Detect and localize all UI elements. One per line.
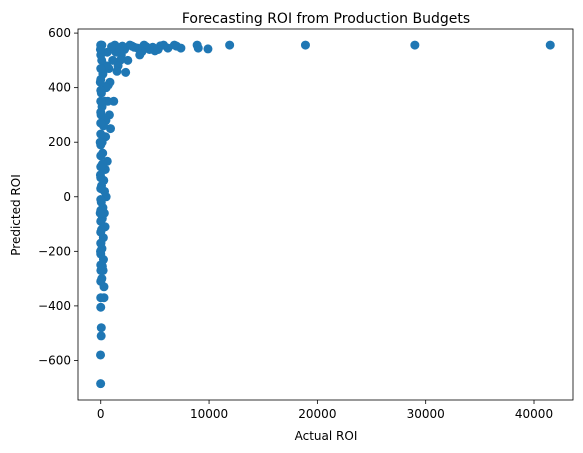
data-point: [96, 323, 106, 333]
data-point: [95, 208, 105, 218]
data-point: [96, 293, 106, 303]
x-tick-label: 0: [97, 407, 105, 421]
data-point: [96, 118, 106, 128]
y-tick-label: 600: [48, 26, 71, 40]
data-point: [96, 85, 106, 95]
data-point: [135, 50, 145, 60]
data-point: [95, 137, 105, 147]
data-point: [96, 331, 106, 341]
data-point: [96, 379, 106, 389]
data-point: [96, 129, 106, 139]
y-tick-label: 400: [48, 81, 71, 95]
data-point: [545, 40, 555, 50]
plot-frame: [77, 28, 574, 401]
data-point: [192, 40, 202, 50]
data-point: [96, 227, 106, 237]
data-point: [203, 44, 213, 54]
y-tick-label: −600: [38, 353, 71, 367]
y-tick-label: −400: [38, 299, 71, 313]
y-tick-label: 200: [48, 135, 71, 149]
x-axis-label: Actual ROI: [295, 429, 358, 443]
data-point: [96, 162, 106, 172]
data-point: [123, 55, 133, 65]
data-point: [225, 40, 235, 50]
chart-title: Forecasting ROI from Production Budgets: [182, 11, 470, 27]
data-point: [96, 194, 106, 204]
data-point: [96, 184, 106, 194]
x-tick-label: 30000: [407, 407, 445, 421]
data-point: [96, 350, 106, 360]
data-point: [96, 246, 106, 256]
data-point: [96, 238, 106, 248]
data-point: [96, 260, 106, 270]
data-point: [121, 67, 131, 77]
x-tick-label: 40000: [515, 407, 553, 421]
y-tick-label: 0: [63, 190, 71, 204]
data-point: [108, 55, 118, 65]
data-point: [95, 77, 105, 87]
data-point: [96, 64, 106, 74]
x-axis-ticks: 0 10000 20000 30000 40000: [97, 400, 553, 421]
data-point: [96, 276, 106, 286]
y-axis-label: Predicted ROI: [9, 174, 23, 255]
data-point: [95, 44, 105, 54]
data-point: [96, 151, 106, 161]
data-point: [300, 40, 310, 50]
data-point: [410, 40, 420, 50]
data-points: [95, 40, 555, 389]
data-point: [95, 170, 105, 180]
data-point: [96, 302, 106, 312]
y-axis-ticks: −600 −400 −200 0 200 400 600: [38, 26, 78, 367]
data-point: [105, 124, 115, 134]
data-point: [96, 107, 106, 117]
data-point: [96, 216, 106, 226]
x-tick-label: 20000: [298, 407, 336, 421]
data-point: [112, 66, 122, 76]
y-tick-label: −200: [38, 244, 71, 258]
x-tick-label: 10000: [190, 407, 228, 421]
data-point: [96, 96, 106, 106]
